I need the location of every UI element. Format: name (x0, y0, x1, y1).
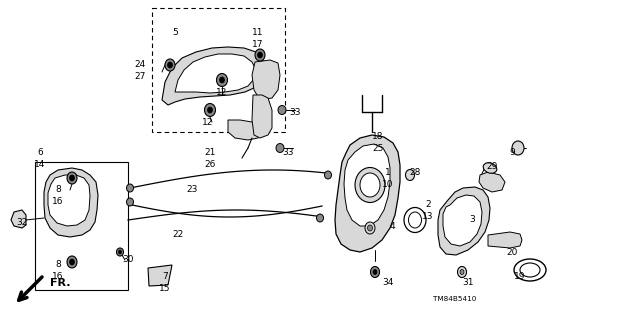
Text: 6: 6 (37, 148, 43, 157)
Text: 5: 5 (172, 28, 178, 37)
Text: 27: 27 (134, 72, 146, 81)
Polygon shape (252, 95, 272, 138)
Ellipse shape (67, 172, 77, 184)
Text: 34: 34 (382, 278, 394, 287)
Ellipse shape (168, 62, 173, 68)
Ellipse shape (317, 214, 323, 222)
Ellipse shape (255, 49, 265, 61)
Text: 3: 3 (469, 215, 475, 224)
Ellipse shape (367, 225, 372, 231)
Text: 14: 14 (35, 160, 45, 169)
Text: 2: 2 (425, 200, 431, 209)
Ellipse shape (324, 171, 332, 179)
Text: 32: 32 (16, 218, 28, 227)
Polygon shape (335, 135, 400, 252)
Ellipse shape (116, 248, 124, 256)
Text: 7: 7 (162, 272, 168, 281)
Polygon shape (488, 232, 522, 248)
Text: 26: 26 (204, 160, 216, 169)
Text: 33: 33 (282, 148, 294, 157)
Polygon shape (252, 60, 280, 100)
Ellipse shape (70, 259, 74, 265)
Text: 17: 17 (252, 40, 264, 49)
Polygon shape (148, 265, 172, 286)
Ellipse shape (127, 198, 134, 206)
Polygon shape (11, 210, 26, 228)
Text: 29: 29 (486, 162, 498, 171)
Text: 12: 12 (202, 118, 214, 127)
Polygon shape (44, 168, 98, 237)
Polygon shape (479, 172, 505, 192)
Text: 10: 10 (382, 180, 394, 189)
Polygon shape (443, 195, 482, 246)
Text: 22: 22 (172, 230, 184, 239)
Text: FR.: FR. (50, 278, 70, 288)
Polygon shape (438, 187, 490, 255)
Ellipse shape (205, 103, 216, 116)
Ellipse shape (460, 270, 464, 275)
Polygon shape (162, 47, 265, 105)
Ellipse shape (276, 144, 284, 152)
Text: TM84B5410: TM84B5410 (433, 296, 477, 302)
Ellipse shape (216, 73, 227, 86)
Text: 16: 16 (52, 197, 64, 206)
Text: 33: 33 (289, 108, 301, 117)
Bar (152, 8, 285, 132)
Polygon shape (48, 175, 90, 226)
Text: 23: 23 (186, 185, 198, 194)
Text: 21: 21 (204, 148, 216, 157)
Polygon shape (344, 144, 390, 226)
Ellipse shape (165, 59, 175, 71)
Text: 11: 11 (252, 28, 264, 37)
Ellipse shape (67, 256, 77, 268)
Polygon shape (175, 54, 256, 93)
Text: 4: 4 (389, 222, 395, 231)
Text: 19: 19 (515, 272, 525, 281)
Text: 24: 24 (134, 60, 146, 69)
Ellipse shape (355, 167, 385, 203)
Ellipse shape (520, 263, 540, 277)
Ellipse shape (70, 175, 74, 181)
Text: 8: 8 (55, 260, 61, 269)
Bar (35, 162, 128, 290)
Ellipse shape (458, 266, 467, 278)
Text: 28: 28 (410, 168, 420, 177)
Text: 31: 31 (462, 278, 474, 287)
Ellipse shape (127, 184, 134, 192)
Ellipse shape (360, 173, 380, 197)
Text: 1: 1 (385, 168, 391, 177)
Ellipse shape (373, 270, 377, 275)
Ellipse shape (257, 52, 262, 58)
Ellipse shape (118, 250, 122, 254)
Ellipse shape (365, 222, 375, 234)
Ellipse shape (207, 107, 212, 113)
Polygon shape (228, 120, 262, 140)
Ellipse shape (220, 77, 225, 83)
Ellipse shape (512, 141, 524, 155)
Ellipse shape (483, 163, 497, 173)
Ellipse shape (278, 106, 286, 115)
Ellipse shape (371, 266, 380, 278)
Text: 9: 9 (509, 148, 515, 157)
Ellipse shape (408, 212, 422, 228)
Text: 8: 8 (55, 185, 61, 194)
Ellipse shape (406, 169, 415, 181)
Text: 20: 20 (506, 248, 518, 257)
Text: 30: 30 (122, 255, 134, 264)
Text: 18: 18 (372, 132, 384, 141)
Text: 16: 16 (52, 272, 64, 281)
Text: 15: 15 (159, 284, 171, 293)
Text: 25: 25 (372, 144, 384, 153)
Text: 12: 12 (216, 88, 228, 97)
Text: 13: 13 (422, 212, 434, 221)
